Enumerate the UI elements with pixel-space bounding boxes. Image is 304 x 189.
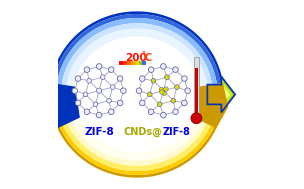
Polygon shape — [210, 80, 233, 109]
Circle shape — [161, 88, 166, 93]
Circle shape — [87, 78, 92, 83]
Polygon shape — [207, 77, 235, 112]
Circle shape — [121, 88, 126, 94]
Text: C: C — [141, 53, 153, 63]
Polygon shape — [194, 83, 228, 128]
Circle shape — [185, 88, 190, 94]
Text: 200: 200 — [125, 53, 147, 63]
Bar — [194, 57, 199, 116]
Circle shape — [109, 109, 114, 115]
Circle shape — [151, 78, 156, 83]
Circle shape — [83, 92, 88, 97]
Text: °: ° — [141, 52, 145, 61]
Circle shape — [164, 87, 168, 91]
Circle shape — [160, 90, 164, 94]
Polygon shape — [214, 85, 230, 104]
Circle shape — [140, 100, 145, 106]
Polygon shape — [53, 102, 220, 175]
Circle shape — [165, 75, 169, 80]
Circle shape — [84, 67, 90, 72]
Circle shape — [147, 92, 152, 97]
Circle shape — [136, 88, 142, 94]
Circle shape — [117, 100, 123, 106]
Circle shape — [161, 112, 166, 118]
Circle shape — [117, 76, 123, 81]
Circle shape — [157, 102, 162, 107]
Circle shape — [84, 109, 90, 115]
Circle shape — [173, 109, 178, 115]
Polygon shape — [50, 11, 223, 103]
Circle shape — [100, 75, 105, 80]
Circle shape — [148, 109, 154, 115]
Polygon shape — [61, 23, 212, 102]
Circle shape — [191, 113, 202, 124]
Polygon shape — [56, 18, 217, 102]
Circle shape — [173, 67, 178, 72]
Circle shape — [174, 85, 179, 89]
Text: CNDs@: CNDs@ — [123, 127, 162, 137]
Circle shape — [181, 76, 187, 81]
Polygon shape — [61, 101, 212, 166]
Circle shape — [96, 112, 102, 118]
Circle shape — [161, 64, 166, 69]
Circle shape — [72, 88, 78, 94]
Polygon shape — [57, 102, 217, 171]
Text: ZIF-8: ZIF-8 — [84, 127, 114, 137]
Circle shape — [96, 64, 102, 69]
Polygon shape — [46, 83, 80, 128]
Polygon shape — [50, 103, 223, 178]
Circle shape — [162, 91, 166, 96]
Bar — [195, 68, 198, 118]
Circle shape — [110, 85, 115, 89]
Circle shape — [159, 87, 164, 92]
Polygon shape — [52, 14, 220, 103]
Polygon shape — [66, 101, 207, 160]
Circle shape — [171, 98, 176, 103]
Circle shape — [75, 76, 81, 81]
Polygon shape — [66, 29, 207, 101]
Circle shape — [75, 100, 81, 106]
Circle shape — [181, 100, 187, 106]
Circle shape — [140, 76, 145, 81]
Circle shape — [93, 102, 98, 107]
Circle shape — [107, 98, 111, 103]
Text: ZIF-8: ZIF-8 — [162, 127, 190, 137]
Circle shape — [96, 88, 102, 93]
Circle shape — [109, 67, 114, 72]
Circle shape — [148, 67, 154, 72]
